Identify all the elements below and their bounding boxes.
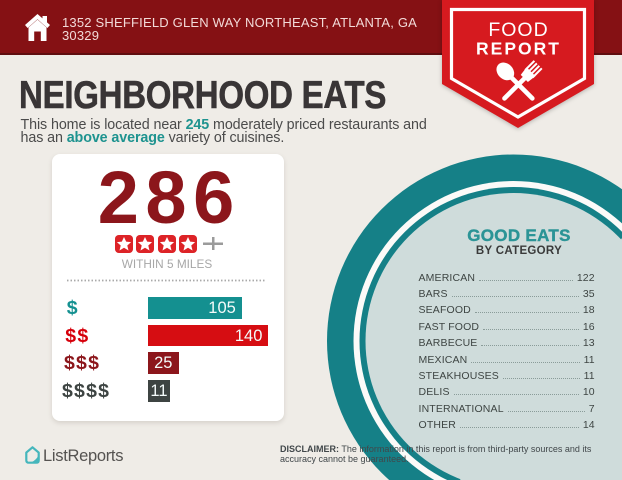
svg-text:REPORT: REPORT bbox=[476, 39, 561, 59]
svg-text:FOOD: FOOD bbox=[488, 19, 548, 41]
